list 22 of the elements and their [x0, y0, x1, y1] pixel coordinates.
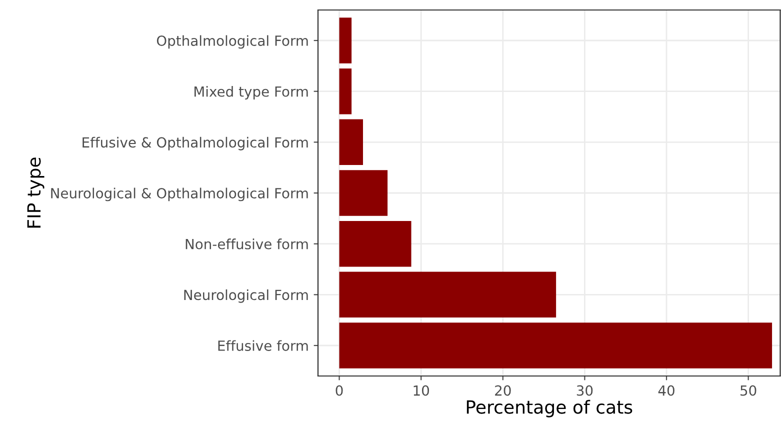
x-tick-label: 10	[414, 385, 429, 396]
y-tick-label: Effusive form	[218, 340, 308, 351]
bar	[339, 220, 412, 267]
x-tick-label: 30	[576, 385, 593, 396]
y-tick-label: Mixed type Form	[194, 86, 308, 100]
y-tick-label: Opthalmological Form	[156, 35, 308, 49]
x-tick-label: 20	[495, 385, 511, 396]
x-tick-label: 50	[740, 385, 756, 396]
bar	[339, 68, 352, 114]
y-tick-label: Non-effusive form	[186, 238, 308, 250]
bar	[339, 272, 556, 318]
bar	[339, 119, 363, 166]
x-tick-label: 40	[658, 385, 674, 396]
bar	[339, 170, 388, 216]
bar	[339, 322, 772, 368]
y-axis-title: FIP type	[27, 158, 44, 228]
y-tick-label: Neurological Form	[184, 289, 308, 303]
y-tick-label: Neurological & Opthalmological Form	[51, 188, 308, 202]
y-tick-label: Effusive & Opthalmological Form	[82, 136, 308, 150]
x-tick-label: 0	[336, 385, 343, 396]
x-axis-title: Percentage of cats	[466, 400, 632, 418]
bar	[339, 18, 352, 64]
